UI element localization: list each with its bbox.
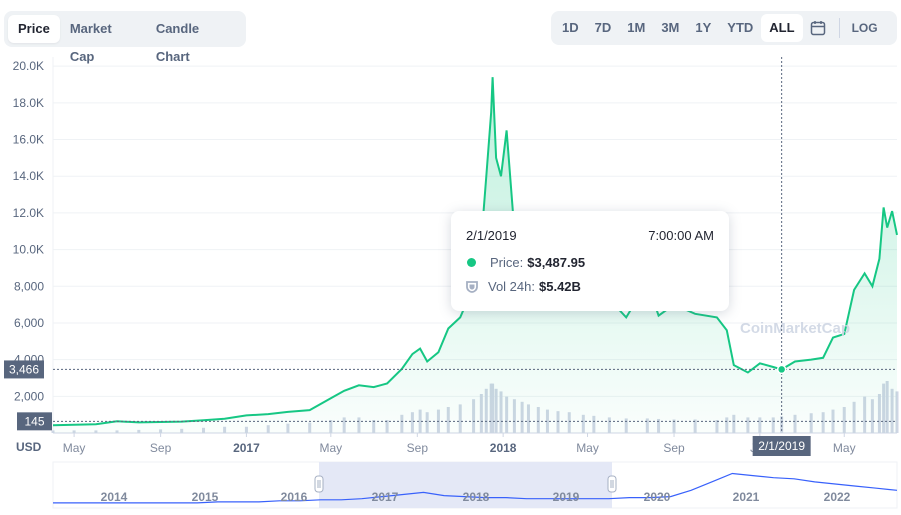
navigator-handle[interactable] xyxy=(607,475,617,493)
navigator-handle[interactable] xyxy=(314,475,324,493)
navigator-line xyxy=(53,472,898,504)
log-scale-toggle[interactable]: LOG xyxy=(851,21,878,35)
y-tick-label: 8,000 xyxy=(14,279,44,293)
calendar-icon[interactable] xyxy=(803,14,833,42)
tab-candle-chart[interactable]: Candle Chart xyxy=(155,21,200,64)
low-value-label: 145 xyxy=(17,412,52,431)
y-tick-label: 18.0K xyxy=(13,96,44,110)
navigator-year-label: 2022 xyxy=(824,490,851,504)
range-3m[interactable]: 3M xyxy=(661,20,680,35)
tooltip-volume-row: Vol 24h: $5.42B xyxy=(466,279,581,294)
range-7d[interactable]: 7D xyxy=(594,20,612,35)
navigator-year-label: 2017 xyxy=(372,490,399,504)
x-axis: MaySep2017MaySep2018MaySepJanMay xyxy=(63,433,856,455)
low-value-box xyxy=(17,412,52,431)
x-tick-label: Sep xyxy=(663,441,685,455)
tooltip-volume-value: $5.42B xyxy=(539,279,581,294)
tooltip-price-row: Price: $3,487.95 xyxy=(466,255,585,270)
range-all[interactable]: ALL xyxy=(761,14,803,42)
range-1d[interactable]: 1D xyxy=(562,20,579,35)
x-tick-label: May xyxy=(319,441,342,455)
x-tick-label: Sep xyxy=(150,441,172,455)
navigator-year-label: 2019 xyxy=(553,490,580,504)
navigator-year-label: 2018 xyxy=(463,490,490,504)
hover-value-box xyxy=(4,360,44,379)
y-tick-label: 16.0K xyxy=(13,133,44,147)
navigator-year-label: 2015 xyxy=(192,490,219,504)
price-area xyxy=(53,77,897,433)
shield-icon xyxy=(466,280,478,293)
range-1y[interactable]: 1Y xyxy=(695,20,712,35)
price-dot-icon xyxy=(467,258,476,267)
y-tick-label: 10.0K xyxy=(13,243,44,257)
tab-market-cap[interactable]: Market Cap xyxy=(69,21,112,64)
range-divider xyxy=(838,18,840,38)
y-axis: 2,0004,0006,0008,00010.0K12.0K14.0K16.0K… xyxy=(13,59,45,403)
time-range-selector: 1D 7D 1M 3M 1Y YTD ALL LOG xyxy=(551,11,897,45)
watermark: CoinMarketCap xyxy=(740,320,850,337)
y-tick-label: 6,000 xyxy=(14,316,44,330)
navigator-year-label: 2014 xyxy=(101,490,128,504)
x-tick-label: 2017 xyxy=(233,441,260,455)
x-tick-label: May xyxy=(576,441,599,455)
hover-date-box xyxy=(752,436,811,456)
x-tick-label: May xyxy=(833,441,856,455)
hover-date-label: 2/1/2019 xyxy=(752,436,811,456)
x-tick-label: 2018 xyxy=(490,441,517,455)
tab-price[interactable]: Price xyxy=(8,15,60,43)
hover-value-text: 3,466 xyxy=(9,362,39,376)
hover-date-text: 2/1/2019 xyxy=(758,439,805,453)
chart-type-tabs: Price Market Cap Candle Chart xyxy=(4,11,246,64)
tooltip-date: 2/1/2019 xyxy=(466,228,517,243)
y-tick-label: 12.0K xyxy=(13,206,44,220)
time-navigator[interactable]: 2014 2015 2016 2017 2018 2019 2020 2021 2022 xyxy=(52,461,898,509)
y-tick-label: 20.0K xyxy=(13,59,44,73)
y-tick-label: 14.0K xyxy=(13,169,44,183)
price-tooltip: 2/1/2019 7:00:00 AM Price: $3,487.95 Vol… xyxy=(451,211,729,311)
tooltip-price-value: $3,487.95 xyxy=(527,255,586,270)
navigator-year-label: 2020 xyxy=(644,490,671,504)
tooltip-volume-label: Vol 24h: xyxy=(488,279,535,294)
range-1m[interactable]: 1M xyxy=(627,20,646,35)
range-ytd[interactable]: YTD xyxy=(727,20,754,35)
tooltip-time: 7:00:00 AM xyxy=(648,228,714,243)
tooltip-price-label: Price: xyxy=(490,255,524,270)
hover-point xyxy=(776,364,787,375)
navigator-selection xyxy=(319,462,612,508)
x-tick-label: Sep xyxy=(407,441,429,455)
currency-label: USD xyxy=(16,440,42,454)
hover-value-label: 3,466 xyxy=(4,360,44,379)
navigator-year-label: 2016 xyxy=(281,490,308,504)
navigator-year-label: 2021 xyxy=(733,490,760,504)
low-value-text: 145 xyxy=(24,414,44,428)
x-tick-label: May xyxy=(63,441,86,455)
y-tick-label: 2,000 xyxy=(14,389,44,403)
